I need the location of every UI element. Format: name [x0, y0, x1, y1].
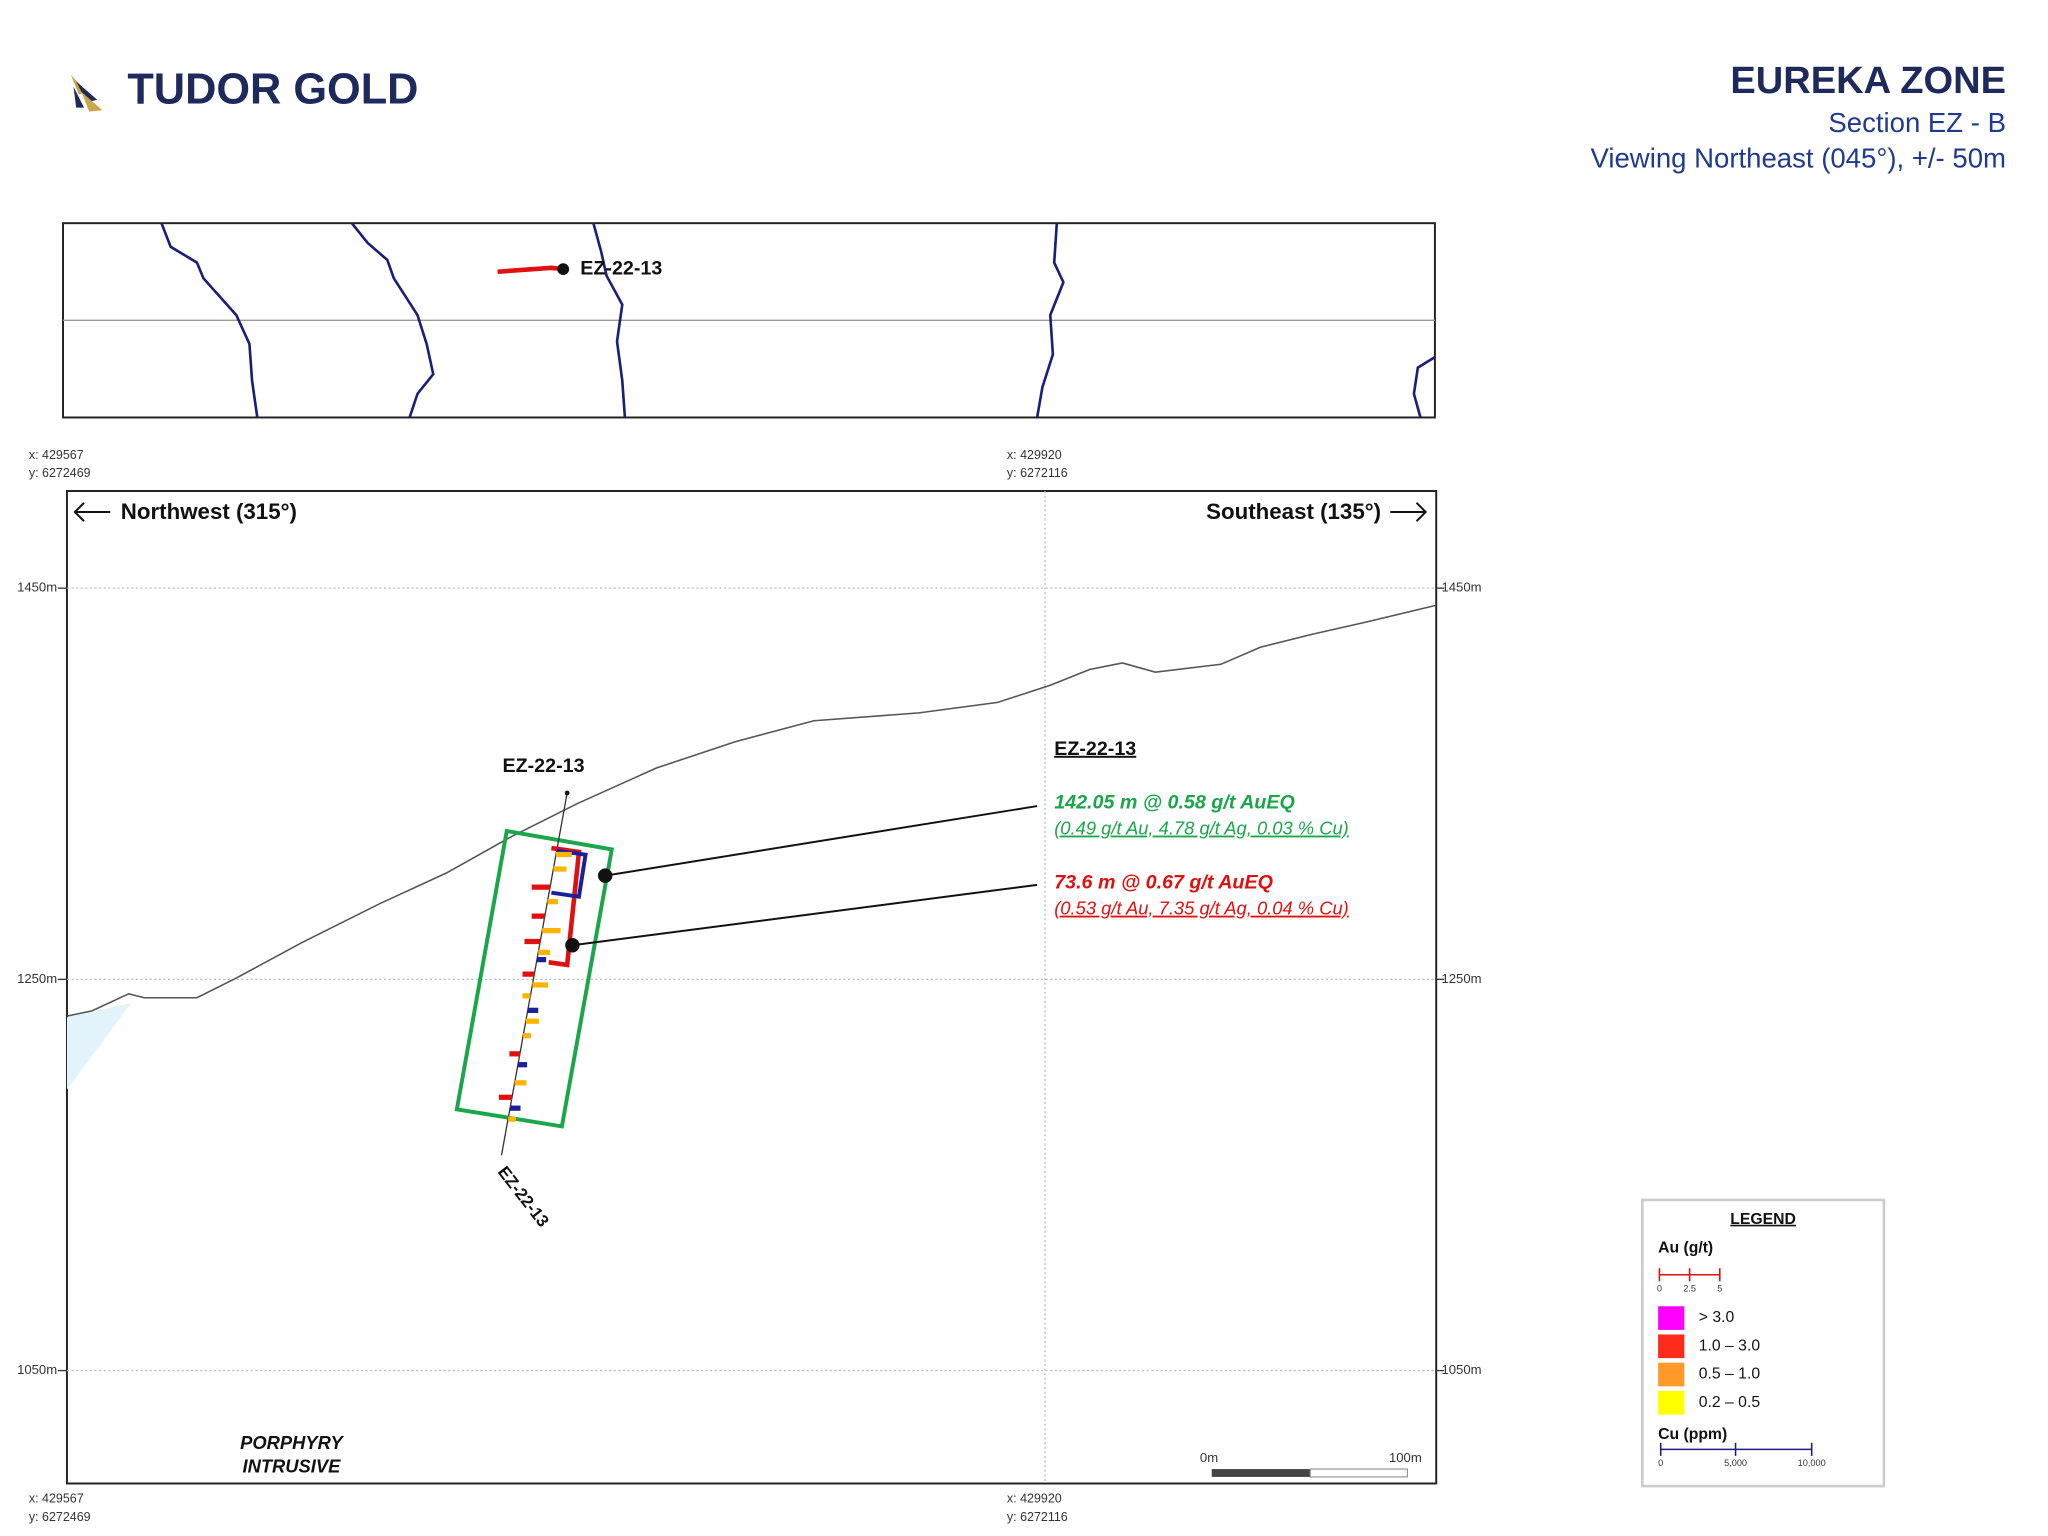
legend-heading: Au (g/t) — [1658, 1240, 1713, 1257]
coordinate: y: 6272469 — [29, 1510, 91, 1524]
assay-bar — [524, 938, 541, 945]
title: EUREKA ZONE — [1730, 60, 2006, 102]
assay-bar — [522, 993, 531, 999]
assay-bar — [509, 1051, 520, 1057]
legend-swatch — [1658, 1306, 1685, 1330]
legend-tick: 5 — [1717, 1284, 1722, 1294]
legend-tick: 0 — [1658, 1458, 1663, 1468]
legend-label: 1.0 – 3.0 — [1699, 1337, 1761, 1354]
coordinate: x: 429567 — [29, 1492, 84, 1506]
scale-label: 0m — [1200, 1450, 1218, 1465]
assay-bar — [547, 899, 558, 905]
plan-map: EZ-22-13 — [62, 222, 1436, 419]
legend-swatch — [1658, 1362, 1685, 1387]
coordinate: y: 6272469 — [29, 466, 91, 480]
intercept-detail: (0.49 g/t Au, 4.78 g/t Ag, 0.03 % Cu) — [1054, 818, 1349, 839]
assay-bar — [527, 1007, 539, 1013]
logo-text: TUDOR GOLD — [127, 65, 418, 113]
elevation-label: 1050m — [17, 1362, 57, 1377]
intercept-hole: EZ-22-13 — [1054, 738, 1136, 760]
legend-tick: 10,000 — [1798, 1458, 1826, 1468]
legend-label: 0.5 – 1.0 — [1699, 1366, 1761, 1383]
view-direction: Viewing Northeast (045°), +/- 50m — [1590, 142, 2006, 173]
legend-heading: Cu (ppm) — [1658, 1426, 1727, 1443]
assay-bar — [522, 971, 535, 977]
elevation-label: 1450m — [17, 580, 57, 595]
elevation-label: 1250m — [1441, 971, 1481, 986]
logo-icon — [70, 74, 103, 112]
assay-bar — [553, 866, 567, 872]
assay-bar — [517, 1062, 528, 1068]
assay-bar — [525, 1018, 539, 1024]
scale-bar — [1211, 1468, 1408, 1478]
section-frame — [57, 490, 1445, 1485]
assay-bar — [498, 1094, 512, 1100]
drillhole-label: EZ-22-13 — [502, 755, 584, 777]
direction-label: Southeast (135°) — [1206, 499, 1381, 524]
assay-bar — [542, 928, 561, 934]
coordinate: x: 429920 — [1007, 1492, 1062, 1506]
elevation-label: 1250m — [17, 971, 57, 986]
elevation-label: 1450m — [1441, 580, 1481, 595]
intercept-main: 73.6 m @ 0.67 g/t AuEQ — [1054, 872, 1273, 894]
coordinate: x: 429920 — [1007, 448, 1062, 462]
intercept-detail: (0.53 g/t Au, 7.35 g/t Ag, 0.04 % Cu) — [1054, 898, 1349, 919]
legend-title: LEGEND — [1730, 1211, 1796, 1228]
legend-tick: 2.5 — [1683, 1284, 1696, 1294]
intercept-main: 142.05 m @ 0.58 g/t AuEQ — [1054, 792, 1295, 814]
legend-tick: 0 — [1657, 1284, 1662, 1294]
legend-label: > 3.0 — [1699, 1309, 1735, 1326]
assay-bar — [531, 884, 551, 890]
legend-swatch — [1658, 1334, 1685, 1359]
coordinate: y: 6272116 — [1007, 1510, 1068, 1524]
rock-unit: PORPHYRY — [240, 1432, 344, 1453]
legend-swatch — [1658, 1390, 1685, 1415]
elevation-label: 1050m — [1441, 1362, 1481, 1377]
assay-bar — [536, 956, 547, 963]
assay-bar — [510, 1105, 521, 1111]
assay-bar — [523, 1033, 532, 1039]
intercepts: 142.05 m @ 0.58 g/t AuEQ (0.49 g/t Au, 4.… — [1054, 792, 1349, 919]
scale-label: 100m — [1389, 1450, 1422, 1465]
assay-bar — [508, 1116, 516, 1122]
direction-label: Northwest (315°) — [121, 499, 297, 524]
assay-bar — [538, 949, 551, 955]
legend: 0 2.5 5 0 5,000 10,000 > 3.0 1.0 – 3.0 0.5 – 1.0… — [1641, 1198, 1886, 1488]
assay-bar — [555, 851, 572, 858]
legend-label: 0.2 – 0.5 — [1699, 1394, 1761, 1411]
legend-tick: 5,000 — [1724, 1458, 1747, 1468]
assay-bar — [531, 913, 545, 919]
drillhole — [454, 790, 615, 1156]
coordinate: x: 429567 — [29, 448, 84, 462]
coordinate: y: 6272116 — [1007, 466, 1068, 480]
drillhole-label: EZ-22-13 — [580, 257, 662, 279]
rock-unit: INTRUSIVE — [242, 1456, 341, 1477]
leader-lines — [565, 805, 1038, 953]
assay-bar — [514, 1080, 527, 1086]
assay-bar — [532, 982, 549, 988]
subtitle: Section EZ - B — [1828, 107, 2006, 138]
